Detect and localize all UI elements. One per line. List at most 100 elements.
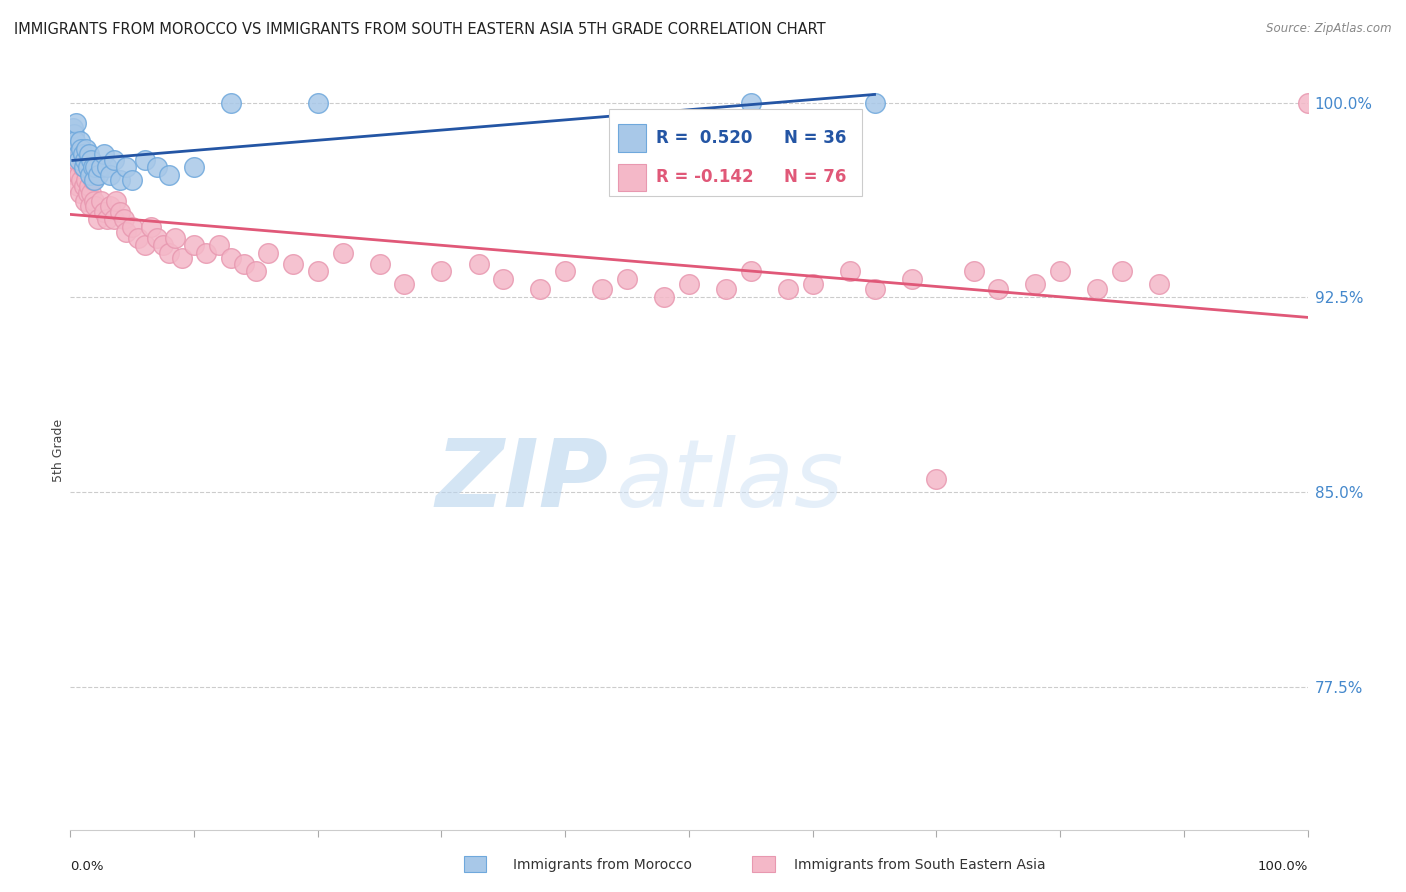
Point xyxy=(245,264,267,278)
Point xyxy=(1024,277,1046,292)
Point xyxy=(529,283,551,297)
Point xyxy=(76,161,98,175)
Point xyxy=(139,220,162,235)
Text: IMMIGRANTS FROM MOROCCO VS IMMIGRANTS FROM SOUTH EASTERN ASIA 5TH GRADE CORRELAT: IMMIGRANTS FROM MOROCCO VS IMMIGRANTS FR… xyxy=(14,22,825,37)
Text: 100.0%: 100.0% xyxy=(1257,860,1308,873)
Point xyxy=(98,199,121,213)
Text: Immigrants from Morocco: Immigrants from Morocco xyxy=(513,858,692,872)
Point xyxy=(75,142,97,156)
Point xyxy=(152,238,174,252)
Point xyxy=(987,283,1010,297)
Bar xyxy=(619,163,645,191)
Point xyxy=(554,264,576,278)
Point xyxy=(801,277,824,292)
Text: atlas: atlas xyxy=(614,435,844,526)
Point xyxy=(307,95,329,110)
Point xyxy=(67,168,90,182)
Point xyxy=(394,277,416,292)
Point xyxy=(93,204,115,219)
Point xyxy=(86,168,108,182)
Point xyxy=(165,230,187,244)
Point xyxy=(73,178,96,193)
Point xyxy=(77,147,100,161)
Point xyxy=(232,256,254,270)
Point xyxy=(134,153,156,167)
Text: Source: ZipAtlas.com: Source: ZipAtlas.com xyxy=(1267,22,1392,36)
Point xyxy=(67,153,90,167)
Point xyxy=(65,153,87,167)
Point xyxy=(219,252,242,266)
Point xyxy=(73,161,96,175)
Point xyxy=(77,178,100,193)
Point xyxy=(83,194,105,209)
Point xyxy=(80,153,103,167)
Point xyxy=(863,283,886,297)
Point xyxy=(134,238,156,252)
Point xyxy=(776,283,799,297)
Point xyxy=(678,277,700,292)
Point xyxy=(467,256,489,270)
Point xyxy=(115,161,138,175)
Text: Immigrants from South Eastern Asia: Immigrants from South Eastern Asia xyxy=(794,858,1046,872)
Point xyxy=(96,161,118,175)
Point xyxy=(93,147,115,161)
Point xyxy=(75,173,97,187)
Point xyxy=(76,186,98,201)
Point xyxy=(108,173,131,187)
Point xyxy=(63,147,86,161)
Text: N = 36: N = 36 xyxy=(785,129,846,147)
Point xyxy=(146,230,169,244)
Point xyxy=(98,168,121,182)
Point xyxy=(90,161,112,175)
Point xyxy=(103,212,125,227)
Text: 0.0%: 0.0% xyxy=(70,860,104,873)
Point xyxy=(105,194,128,209)
Point xyxy=(84,199,107,213)
Point xyxy=(492,272,515,286)
Point xyxy=(1296,95,1319,110)
Point xyxy=(183,238,205,252)
Point xyxy=(127,230,149,244)
Point xyxy=(157,246,180,260)
Point xyxy=(79,168,101,182)
Point xyxy=(70,142,93,156)
Point xyxy=(591,283,613,297)
Point xyxy=(72,161,94,175)
Point xyxy=(75,153,97,167)
Point xyxy=(1085,283,1108,297)
Point xyxy=(82,173,104,187)
Point xyxy=(115,225,138,239)
Point xyxy=(69,135,91,149)
Point xyxy=(281,256,304,270)
Text: N = 76: N = 76 xyxy=(785,169,846,186)
Point xyxy=(1147,277,1170,292)
Point xyxy=(430,264,453,278)
Point xyxy=(70,173,93,187)
Point xyxy=(863,95,886,110)
Point xyxy=(108,204,131,219)
Point xyxy=(90,194,112,209)
Point xyxy=(66,178,89,193)
Point xyxy=(103,153,125,167)
Point xyxy=(652,290,675,304)
Text: R = -0.142: R = -0.142 xyxy=(655,169,754,186)
Point xyxy=(195,246,218,260)
Bar xyxy=(619,124,645,152)
Point xyxy=(368,256,391,270)
Text: R =  0.520: R = 0.520 xyxy=(655,129,752,147)
Point xyxy=(63,127,86,141)
Point xyxy=(62,121,84,136)
Bar xyxy=(609,110,862,196)
Point xyxy=(219,95,242,110)
Point xyxy=(332,246,354,260)
Point xyxy=(183,161,205,175)
Point xyxy=(79,199,101,213)
Point xyxy=(616,272,638,286)
Y-axis label: 5th Grade: 5th Grade xyxy=(52,419,65,482)
Point xyxy=(72,147,94,161)
Point xyxy=(65,168,87,182)
Point xyxy=(62,161,84,175)
Point xyxy=(257,246,280,260)
Point xyxy=(146,161,169,175)
Point xyxy=(208,238,231,252)
